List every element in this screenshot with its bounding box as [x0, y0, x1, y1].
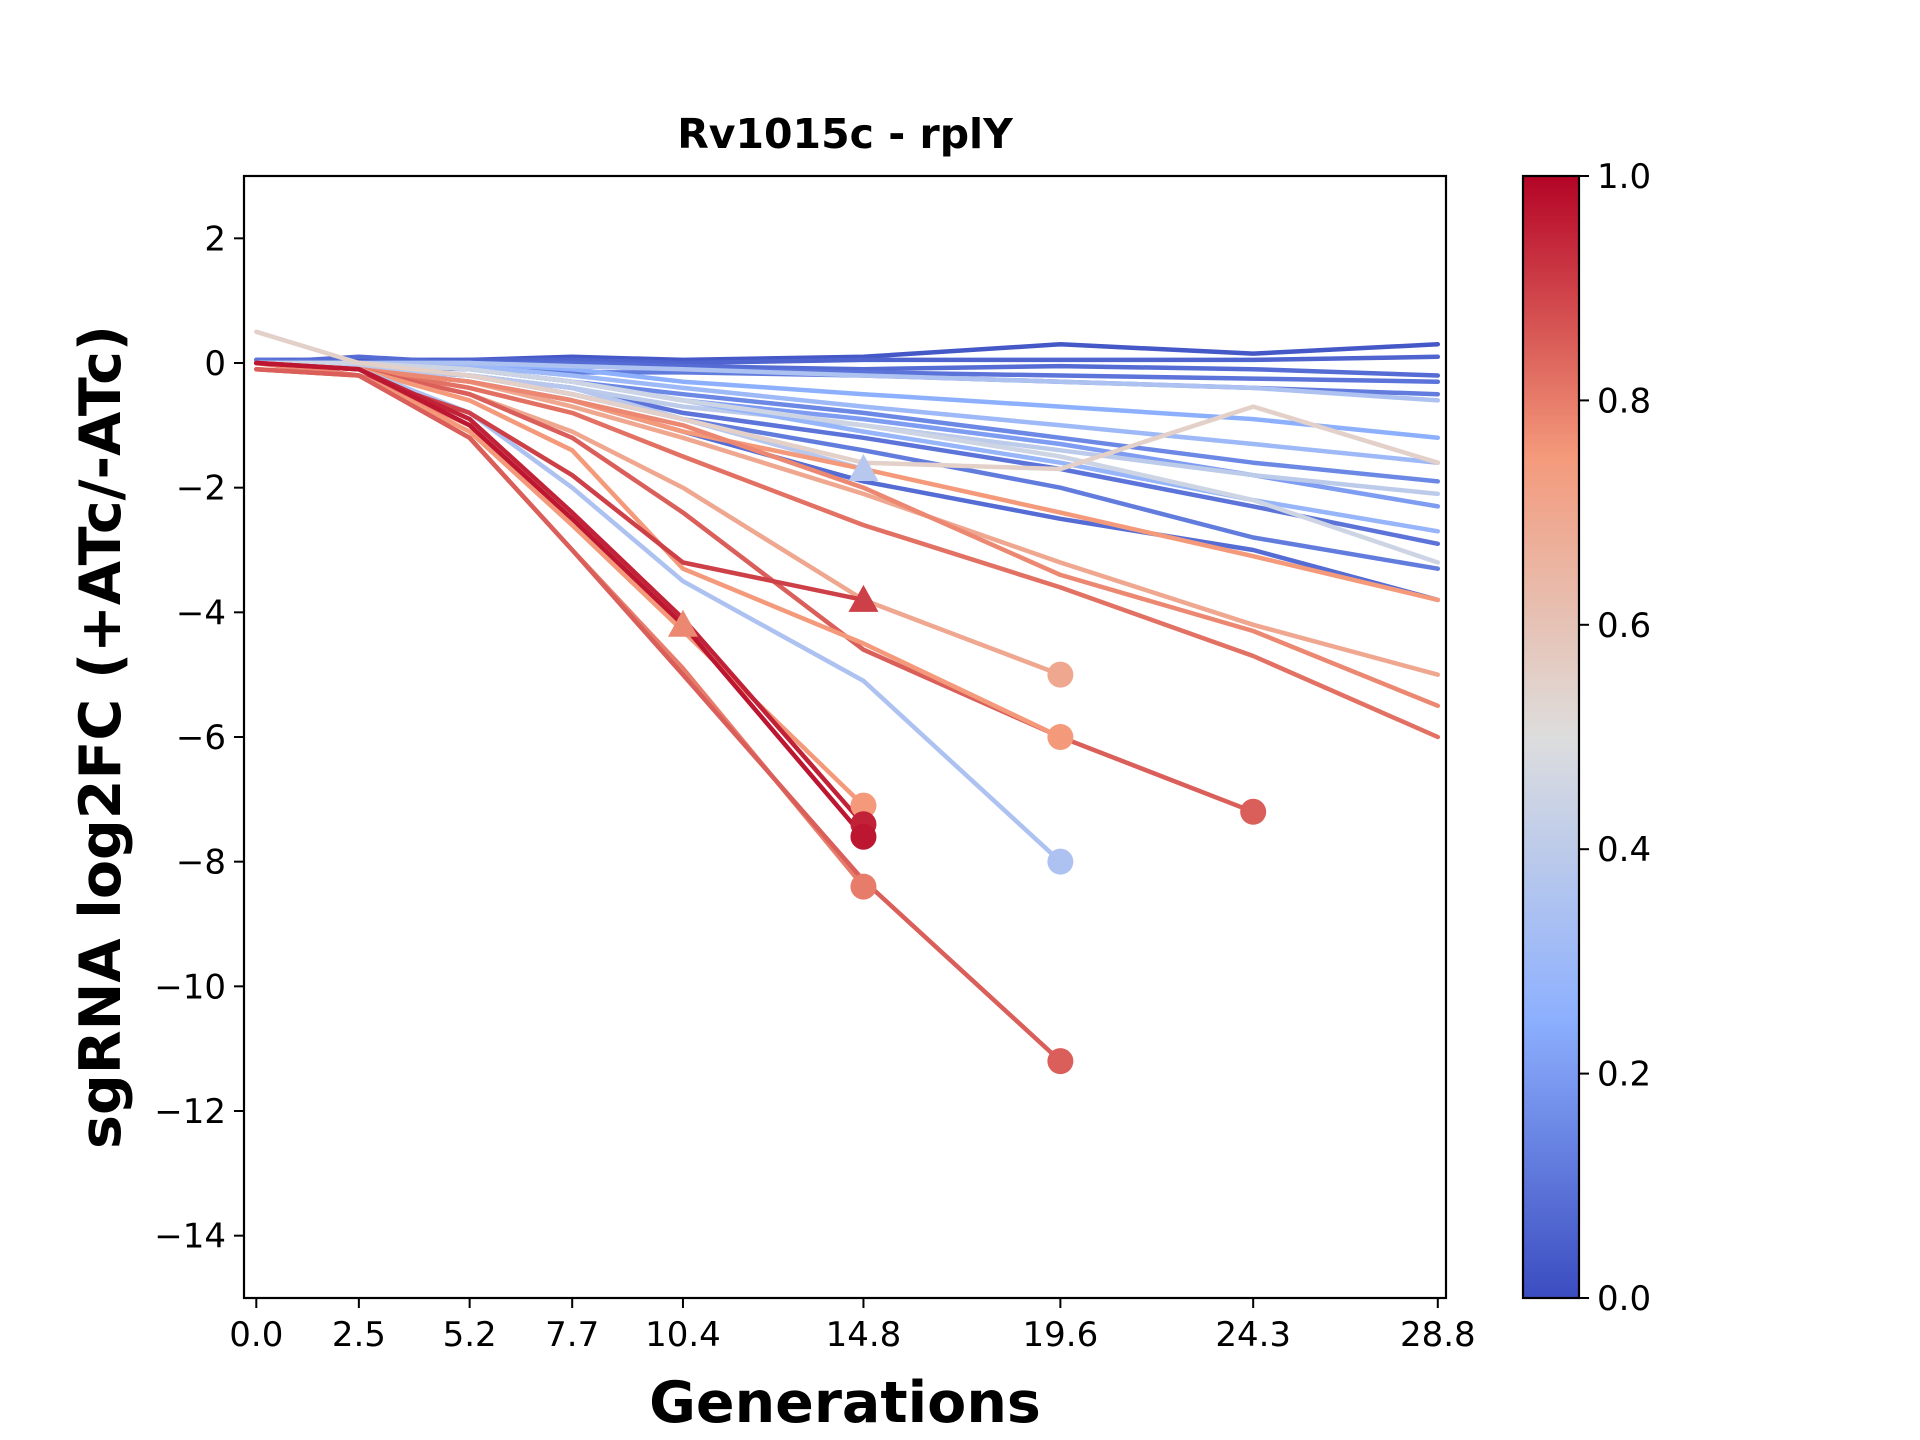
y-tick-label: −12 — [154, 1092, 226, 1132]
colorbar-tick-label: 0.2 — [1597, 1055, 1651, 1095]
colorbar-tick-label: 0.4 — [1597, 830, 1651, 870]
series-end-marker-27 — [848, 584, 879, 612]
colorbar — [1521, 174, 1581, 1300]
colorbar-tick-label: 0.6 — [1597, 606, 1651, 646]
y-tick-label: 0 — [204, 344, 226, 384]
series-line-18 — [254, 329, 1441, 472]
series-end-marker-24 — [1240, 798, 1267, 825]
y-tick-label: −14 — [154, 1217, 226, 1257]
x-tick-label: 24.3 — [1215, 1315, 1291, 1355]
series-layer — [254, 329, 1441, 1064]
series-end-marker-17 — [848, 453, 879, 481]
series-line-31 — [254, 360, 866, 839]
series-end-marker-33 — [1047, 1048, 1074, 1075]
colorbar-ticks: 0.0 0.2 0.4 0.6 0.8 1.0 — [1579, 157, 1651, 1319]
y-tick-label: −2 — [176, 469, 226, 509]
colorbar-tick-label: 1.0 — [1597, 157, 1651, 197]
series-end-marker-32 — [850, 873, 877, 900]
y-tick-label: −6 — [176, 718, 226, 758]
x-tick-label: 7.7 — [545, 1315, 599, 1355]
y-tick-label: −8 — [176, 843, 226, 883]
series-end-marker-25 — [1047, 724, 1074, 750]
colorbar-tick-label: 0.8 — [1597, 381, 1651, 421]
x-tick-label: 5.2 — [443, 1315, 497, 1355]
series-line-3 — [254, 354, 1441, 378]
colorbar-tick-label: 0.0 — [1597, 1279, 1651, 1319]
series-end-marker-23 — [1047, 661, 1074, 688]
x-tick-label: 10.4 — [645, 1315, 721, 1355]
plot-frame — [242, 174, 1448, 1300]
marker-layer — [667, 453, 1267, 1075]
x-axis-label: Generations — [649, 1370, 1041, 1436]
series-end-marker-31 — [850, 823, 877, 850]
y-tick-label: 2 — [204, 219, 226, 259]
x-axis-ticks: 0.0 2.5 5.2 7.7 10.4 14.8 19.6 24.3 28.8 — [229, 1298, 1476, 1355]
chart-title: Rv1015c - rplY — [677, 110, 1014, 158]
y-axis-ticks: 2 0 −2 −4 −6 −8 −10 −12 −14 — [154, 219, 244, 1257]
x-tick-label: 0.0 — [229, 1315, 283, 1355]
series-end-marker-28 — [667, 609, 698, 637]
y-axis-label: sgRNA log2FC (+ATc/-ATc) — [68, 325, 134, 1149]
x-tick-label: 19.6 — [1023, 1315, 1099, 1355]
x-tick-label: 28.8 — [1400, 1315, 1476, 1355]
series-end-marker-29 — [850, 792, 877, 819]
series-line-22 — [254, 360, 1441, 709]
y-tick-label: −10 — [154, 967, 226, 1007]
series-end-marker-26 — [1047, 848, 1074, 875]
x-tick-label: 14.8 — [826, 1315, 902, 1355]
x-tick-label: 2.5 — [332, 1315, 386, 1355]
y-tick-label: −4 — [176, 593, 226, 633]
